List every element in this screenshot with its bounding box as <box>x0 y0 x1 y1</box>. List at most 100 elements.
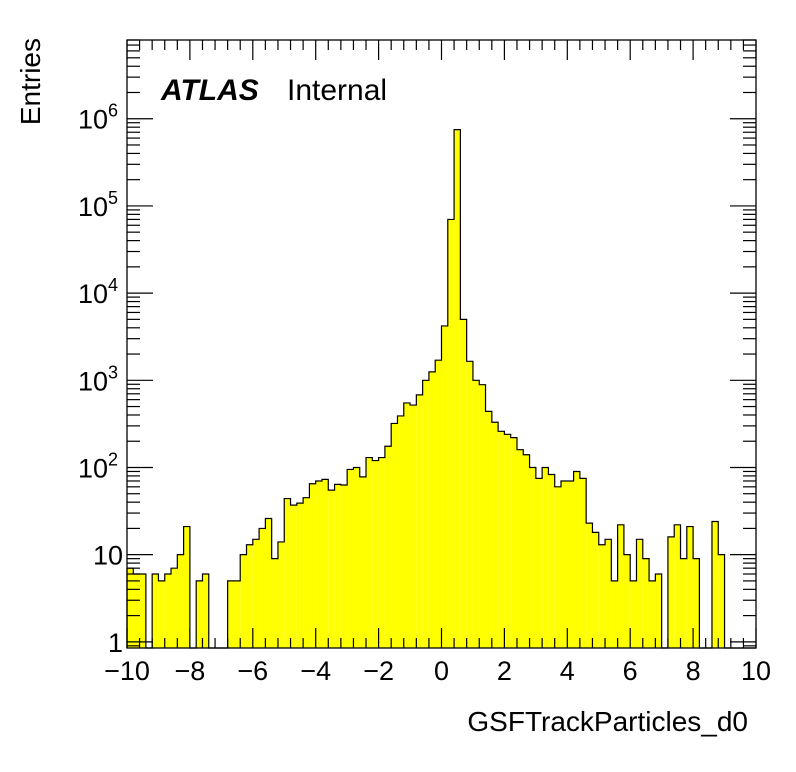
histogram-bar <box>353 467 360 648</box>
histogram-bar <box>680 558 687 648</box>
x-tick-label: −8 <box>175 656 206 686</box>
histogram-bar <box>598 544 606 648</box>
histogram-bar <box>158 580 165 648</box>
x-tick-label: 0 <box>434 656 449 686</box>
x-tick-label: 8 <box>686 656 701 686</box>
histogram-bar <box>491 422 499 648</box>
histogram-bar <box>617 524 624 648</box>
histogram-bar <box>561 480 568 648</box>
histogram-bar <box>410 405 417 648</box>
histogram-bar <box>171 568 178 648</box>
histogram-bar <box>422 380 429 648</box>
internal-label: Internal <box>287 74 387 107</box>
histogram-outline <box>126 129 756 649</box>
histogram-bar <box>447 219 455 648</box>
histogram-bar <box>290 505 297 648</box>
x-tick-label: −10 <box>104 656 150 686</box>
atlas-label: ATLAS <box>160 74 259 107</box>
histogram-bar <box>567 480 574 648</box>
histogram-bar <box>674 524 681 648</box>
y-tick-labels: 1 10 102 103 104 105 106 <box>78 101 123 658</box>
histogram-bar <box>454 129 461 648</box>
histogram-bars <box>126 129 756 649</box>
histogram-bar <box>573 471 580 648</box>
histogram-bar <box>240 554 247 648</box>
histogram-bar <box>252 539 260 648</box>
histogram-bar <box>277 541 285 648</box>
x-axis-label: GSFTrackParticles_d0 <box>467 706 748 737</box>
histogram-bar <box>183 526 190 648</box>
histogram-bar <box>636 539 643 648</box>
y-axis-label: Entries <box>15 38 46 125</box>
histogram-bar <box>359 476 367 648</box>
histogram-bar <box>284 498 291 648</box>
x-tick-label: −6 <box>237 656 268 686</box>
histogram-bar <box>403 402 411 648</box>
histogram-bar <box>340 484 348 648</box>
histogram-bar <box>649 580 656 648</box>
histogram-bar <box>372 460 379 648</box>
histogram-bar <box>592 532 599 648</box>
histogram-bar <box>315 480 322 648</box>
histogram-bar <box>366 457 373 648</box>
histogram-bar <box>309 483 316 648</box>
histogram-bar <box>605 539 612 648</box>
histogram-bar <box>321 479 329 648</box>
histogram-bar <box>428 371 436 648</box>
y-tick-label: 105 <box>78 188 118 222</box>
histogram-bar <box>378 457 385 648</box>
histogram-bar <box>516 449 524 648</box>
y-tick-label: 10 <box>93 541 123 571</box>
histogram-bar <box>435 360 442 648</box>
histogram-bar <box>498 431 505 648</box>
histogram-bar <box>579 478 587 648</box>
histogram-bar <box>542 467 549 648</box>
histogram-bar <box>391 423 398 648</box>
histogram-bar <box>259 528 266 648</box>
histogram-bar <box>510 437 517 648</box>
histogram-bar <box>535 478 543 648</box>
histogram-bar <box>271 558 278 648</box>
histogram-bar <box>586 523 593 648</box>
histogram-bar <box>667 536 675 648</box>
histogram-bar <box>630 580 637 648</box>
histogram-bar <box>127 568 134 648</box>
histogram-bar <box>466 361 473 648</box>
histogram-bar <box>416 394 423 648</box>
x-tick-label: −4 <box>300 656 331 686</box>
histogram-bar <box>246 544 253 648</box>
histogram-bar <box>642 558 650 648</box>
histogram-bar <box>611 580 618 648</box>
y-tick-label: 106 <box>78 101 118 135</box>
y-tick-label: 104 <box>78 275 118 309</box>
histogram-bar <box>334 484 341 648</box>
histogram-bar <box>133 574 140 648</box>
histogram-bar <box>202 574 209 648</box>
histogram-bar <box>177 554 184 648</box>
x-tick-label: 6 <box>623 656 638 686</box>
histogram-bar <box>265 518 272 648</box>
histogram-bar <box>548 474 555 648</box>
histogram-bar <box>347 469 354 648</box>
histogram-bar <box>655 574 662 648</box>
histogram-bar <box>554 486 562 648</box>
histogram-bar <box>460 319 467 648</box>
histogram-bar <box>485 411 492 648</box>
x-tick-label: 10 <box>741 656 771 686</box>
histogram-bar <box>711 521 719 648</box>
histogram-bar <box>196 580 203 648</box>
x-tick-labels: −10 −8 −6 −4 −2 0 2 4 6 8 10 <box>104 656 771 686</box>
x-axis-ticks <box>126 40 757 648</box>
y-tick-label: 1 <box>108 628 123 658</box>
histogram-bar <box>718 554 725 648</box>
histogram-bar <box>328 490 335 648</box>
histogram-bar <box>504 434 511 648</box>
x-tick-label: −2 <box>363 656 394 686</box>
histogram-bar <box>441 325 448 648</box>
histogram-bar <box>623 554 631 648</box>
histogram-bar <box>164 574 172 648</box>
histogram-bar <box>227 580 234 648</box>
x-tick-label: 2 <box>497 656 512 686</box>
histogram-bar <box>139 574 146 648</box>
